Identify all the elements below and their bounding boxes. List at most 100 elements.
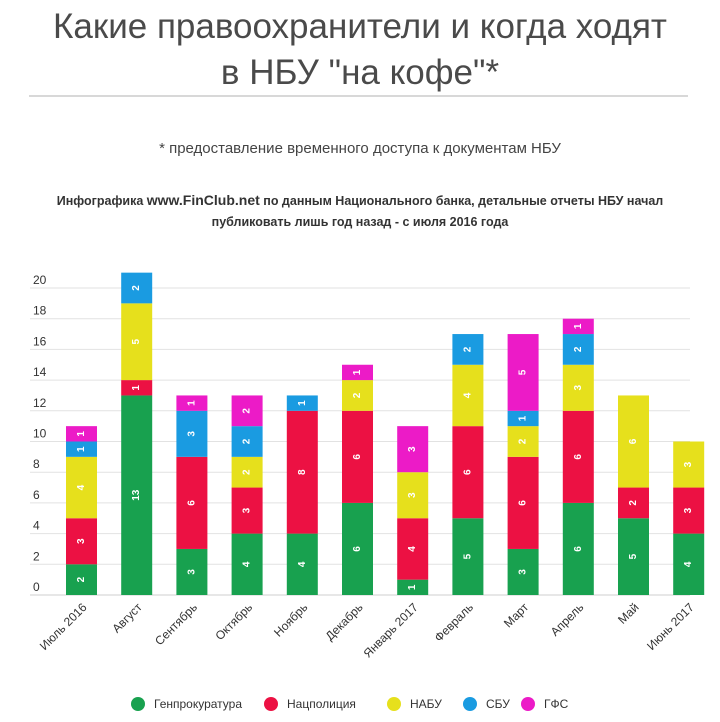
- bar-segment-10-2: [562, 410, 594, 503]
- data-label-6-3: 2: [352, 392, 363, 398]
- data-label-6-2: 6: [352, 454, 363, 460]
- data-label-4-5: 2: [242, 408, 253, 414]
- legend-label-1: Генпрокуратура: [154, 697, 242, 711]
- legend-marker-3: [387, 697, 401, 711]
- x-tick-label-5: Ноябрь: [271, 600, 310, 639]
- y-tick-label-12: 12: [33, 396, 47, 410]
- bar-segment-12-1: [673, 533, 705, 595]
- bar-segment-2-4: [121, 272, 153, 304]
- data-label-10-4: 2: [573, 346, 584, 352]
- data-label-10-3: 3: [573, 385, 584, 391]
- chart-subtitle: * предоставление временного доступа к до…: [159, 140, 561, 157]
- bar-segment-5-4: [286, 395, 318, 411]
- chart-title-line-2: в НБУ "на кофе"*: [220, 53, 500, 92]
- bar-segment-6-2: [342, 410, 373, 503]
- data-label-2-4: 2: [131, 285, 142, 291]
- data-label-12-3: 3: [683, 461, 694, 467]
- bar-segment-2-1: [121, 395, 153, 595]
- source-note: Инфографика www.FinClub.net по данным На…: [20, 190, 700, 233]
- bar-segment-3-2: [176, 456, 208, 549]
- data-label-8-3: 4: [462, 392, 473, 398]
- y-tick-label-8: 8: [33, 457, 40, 471]
- data-label-1-2: 3: [76, 538, 87, 544]
- data-label-6-5: 1: [352, 369, 363, 375]
- data-label-5-1: 4: [297, 561, 308, 567]
- data-label-2-1: 13: [131, 489, 142, 501]
- bar-segment-1-5: [66, 426, 97, 442]
- bar-segment-8-4: [452, 334, 484, 365]
- bar-segment-9-3: [507, 426, 539, 457]
- bar-segment-12-2: [673, 487, 705, 534]
- x-tick-label-6: Декабрь: [323, 600, 366, 643]
- y-tick-label-20: 20: [33, 273, 47, 287]
- x-tick-label-8: Февраль: [432, 600, 476, 644]
- legend-label-3: НАБУ: [410, 697, 442, 711]
- legend-marker-1: [131, 697, 145, 711]
- data-label-7-5: 3: [407, 446, 418, 452]
- bar-segment-9-1: [507, 548, 539, 595]
- data-label-8-2: 6: [462, 469, 473, 475]
- data-label-1-3: 4: [76, 484, 87, 490]
- y-tick-label-14: 14: [33, 365, 47, 379]
- data-label-9-1: 3: [518, 569, 529, 575]
- y-tick-label-2: 2: [33, 549, 40, 563]
- y-tick-label-6: 6: [33, 488, 40, 502]
- data-label-10-1: 6: [573, 546, 584, 552]
- data-label-10-2: 6: [573, 454, 584, 460]
- bar-segment-1-4: [66, 441, 97, 457]
- bar-segment-4-4: [231, 426, 263, 457]
- data-label-3-1: 3: [186, 569, 197, 575]
- bar-segment-6-5: [342, 364, 373, 381]
- data-label-1-5: 1: [76, 431, 87, 437]
- bar-segment-12-3: [673, 441, 705, 488]
- data-label-6-1: 6: [352, 546, 363, 552]
- bar-segment-3-1: [176, 548, 208, 595]
- bar-segment-1-3: [66, 456, 97, 519]
- source-site: www.FinClub.net: [146, 192, 260, 208]
- bar-segment-8-3: [452, 364, 484, 427]
- x-tick-label-7: Январь 2017: [361, 600, 421, 660]
- bar-segment-6-1: [342, 502, 373, 595]
- legend-label-5: ГФС: [544, 697, 569, 711]
- chart-title-line-1: Какие правоохранители и когда ходят: [53, 7, 667, 46]
- source-rest: по данным Национального банка, детальные…: [259, 194, 664, 208]
- y-tick-label-16: 16: [33, 334, 47, 348]
- x-tick-label-4: Октябрь: [212, 600, 255, 643]
- bar-segment-7-3: [397, 472, 429, 519]
- data-label-12-2: 3: [683, 507, 694, 513]
- data-label-9-4: 1: [518, 415, 529, 421]
- bar-segment-2-3: [121, 303, 153, 381]
- bar-segment-3-5: [176, 395, 208, 411]
- bar-segment-9-4: [507, 410, 539, 427]
- legend-marker-4: [463, 697, 477, 711]
- bar-segment-8-2: [452, 426, 484, 519]
- data-label-9-5: 5: [518, 369, 529, 375]
- data-label-3-4: 3: [186, 431, 197, 437]
- bar-segment-10-3: [562, 364, 594, 411]
- bar-segment-4-2: [231, 487, 263, 534]
- bar-segment-9-5: [507, 334, 539, 411]
- x-tick-label-12: Июнь 2017: [644, 600, 697, 653]
- data-label-4-1: 4: [242, 561, 253, 567]
- data-label-10-5: 1: [573, 323, 584, 329]
- bar-segment-2-2: [121, 380, 153, 396]
- data-label-4-2: 3: [242, 507, 253, 513]
- bar-segment-7-5: [397, 426, 429, 473]
- x-tick-label-9: Март: [501, 600, 532, 631]
- data-label-11-2: 2: [628, 500, 639, 506]
- bar-segment-10-5: [562, 318, 594, 335]
- bar-segment-9-2: [507, 456, 539, 549]
- y-tick-label-10: 10: [33, 427, 47, 441]
- legend-marker-5: [521, 697, 535, 711]
- data-label-7-3: 3: [407, 492, 418, 498]
- bar-segment-7-1: [397, 579, 429, 595]
- data-label-9-2: 6: [518, 500, 529, 506]
- data-label-4-3: 2: [242, 469, 253, 475]
- bar-segment-4-1: [231, 533, 263, 595]
- chart-title: Какие правоохранители и когда ходят в НБ…: [0, 4, 720, 96]
- x-tick-label-3: Сентябрь: [152, 600, 200, 648]
- data-label-1-1: 2: [76, 576, 87, 582]
- data-label-3-5: 1: [186, 400, 197, 406]
- data-label-8-1: 5: [462, 553, 473, 559]
